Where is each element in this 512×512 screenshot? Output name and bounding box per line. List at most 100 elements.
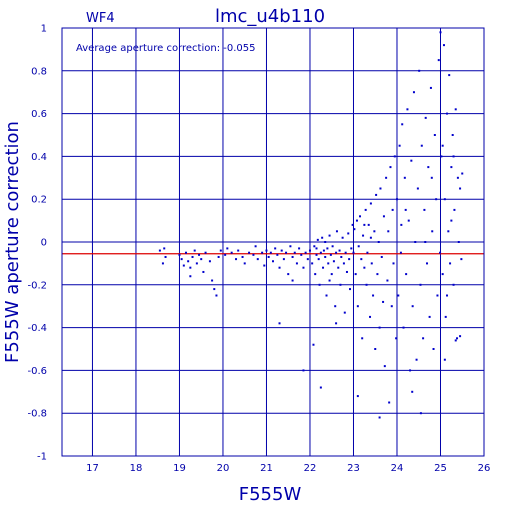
data-point [365, 283, 368, 286]
data-point [319, 251, 322, 254]
data-point [370, 262, 373, 265]
data-point [332, 260, 335, 263]
data-point [200, 258, 203, 261]
data-point [450, 166, 453, 169]
data-point [439, 31, 442, 34]
data-point [460, 258, 463, 261]
data-point [454, 108, 457, 111]
data-point [324, 241, 327, 243]
data-point [386, 279, 389, 282]
data-point [285, 251, 288, 254]
data-point [423, 208, 426, 211]
y-tick-label: 0.6 [31, 109, 47, 120]
data-point [224, 253, 227, 256]
data-point [208, 260, 211, 263]
data-point [312, 343, 315, 346]
data-point [397, 294, 400, 297]
data-point [324, 255, 327, 258]
data-point [198, 253, 201, 256]
data-point [382, 300, 385, 303]
data-point [412, 91, 415, 94]
data-point [431, 230, 434, 233]
data-point [452, 155, 455, 158]
data-point [388, 401, 391, 404]
data-point [300, 253, 303, 256]
data-point [373, 230, 376, 233]
y-tick-label: 0.8 [31, 66, 47, 77]
data-point [263, 264, 266, 267]
data-point [378, 326, 381, 329]
data-point [372, 294, 375, 297]
data-point [446, 112, 449, 115]
data-point [402, 326, 405, 329]
data-point [302, 369, 305, 372]
y-tick-label: -0.8 [27, 409, 47, 420]
data-point [450, 219, 453, 222]
data-point [265, 249, 268, 252]
data-point [367, 223, 370, 226]
data-point [354, 273, 357, 276]
data-point [353, 228, 356, 231]
x-tick-label: 22 [304, 463, 317, 474]
data-point [325, 294, 328, 297]
data-point [348, 258, 351, 261]
data-point [342, 262, 345, 265]
data-point [355, 219, 358, 222]
data-point [362, 234, 365, 237]
data-point [267, 255, 270, 258]
data-point [419, 412, 422, 415]
data-point [334, 305, 337, 308]
data-point [318, 283, 321, 286]
data-point [327, 262, 330, 265]
data-point [189, 266, 192, 269]
data-point [403, 176, 406, 179]
data-point [289, 245, 292, 248]
data-point [335, 251, 338, 254]
data-point [377, 241, 380, 243]
data-point [217, 255, 220, 258]
data-point [328, 279, 331, 282]
plot-frame [61, 27, 485, 457]
data-point [230, 251, 233, 254]
data-point [414, 241, 417, 243]
data-point [443, 198, 446, 201]
y-tick-label: -0.2 [27, 280, 47, 291]
data-point [456, 337, 459, 340]
data-point [459, 187, 462, 190]
data-point [335, 322, 338, 325]
data-point [459, 335, 462, 338]
data-point [293, 251, 296, 254]
data-point [442, 44, 445, 47]
data-point [376, 273, 379, 276]
data-point [451, 134, 454, 136]
data-point [379, 187, 382, 190]
data-point [311, 262, 314, 265]
points-layer [158, 31, 464, 419]
x-tick-label: 18 [130, 463, 143, 474]
data-point [401, 123, 404, 126]
data-point [461, 172, 464, 175]
data-point [359, 215, 362, 218]
data-point [391, 208, 394, 211]
data-point [452, 283, 455, 286]
data-point [454, 339, 457, 342]
data-point [291, 279, 294, 282]
data-point [182, 264, 185, 267]
data-point [339, 283, 342, 286]
data-point [407, 219, 410, 222]
data-point [243, 262, 246, 265]
data-point [347, 232, 350, 235]
data-point [436, 294, 439, 297]
data-point [341, 236, 344, 239]
data-point [410, 159, 413, 162]
data-point [361, 337, 364, 340]
data-point [343, 311, 346, 314]
data-point [441, 273, 444, 276]
data-point [313, 245, 316, 248]
data-point [416, 187, 419, 190]
data-point [291, 255, 294, 258]
data-point [392, 262, 395, 265]
data-point [424, 116, 427, 119]
data-point [335, 230, 338, 233]
data-point [375, 193, 378, 196]
